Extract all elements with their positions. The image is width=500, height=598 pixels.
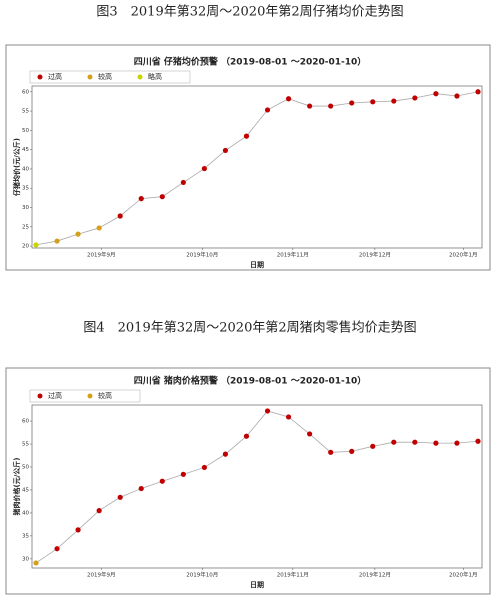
x-tick-label: 2020年1月 — [449, 251, 478, 259]
data-point — [454, 93, 460, 99]
chart-title: 四川省 猪肉价格预警 （2019-08-01 ～2020-01-10） — [134, 375, 367, 387]
data-point — [391, 439, 397, 445]
data-point — [75, 231, 81, 237]
data-point — [243, 433, 250, 439]
y-tick-label: 60 — [22, 89, 29, 95]
y-tick-label: 55 — [22, 109, 29, 115]
data-point — [370, 443, 376, 449]
legend-marker — [137, 74, 143, 80]
legend-marker — [37, 393, 43, 399]
x-tick-label: 2019年12月 — [359, 571, 391, 579]
x-tick-label: 2019年10月 — [186, 571, 218, 579]
figure-caption: 图3 2019年第32周～2020年第2周仔猪均价走势图 — [96, 4, 403, 20]
data-point — [349, 448, 355, 454]
data-point — [75, 527, 81, 533]
legend-marker — [87, 74, 93, 80]
data-point — [96, 508, 102, 514]
plot-area — [31, 85, 483, 249]
data-point — [243, 133, 250, 139]
data-point — [475, 89, 481, 95]
x-tick-label: 2020年1月 — [449, 571, 478, 579]
data-point — [159, 478, 165, 484]
data-point — [222, 147, 229, 154]
y-tick-label: 25 — [22, 224, 29, 230]
x-tick-label: 2019年9月 — [87, 251, 116, 259]
plot-area — [31, 404, 483, 569]
data-point — [201, 464, 207, 471]
y-tick-label: 30 — [22, 205, 29, 211]
legend-box — [29, 389, 141, 403]
data-point — [328, 449, 334, 455]
data-point — [54, 546, 60, 552]
data-point — [264, 408, 271, 414]
data-point — [54, 238, 60, 244]
x-axis-label: 日期 — [250, 260, 264, 269]
data-point — [307, 431, 313, 437]
data-point — [222, 451, 229, 457]
data-point — [433, 91, 439, 97]
data-point — [285, 414, 292, 420]
y-axis-label: 猪肉价格(元/公斤) — [12, 458, 21, 517]
chart-title: 四川省 仔猪均价预警 （2019-08-01 ～2020-01-10） — [134, 56, 367, 68]
data-point — [180, 179, 186, 186]
data-point — [201, 165, 207, 172]
y-tick-label: 45 — [22, 147, 29, 153]
y-tick-label: 30 — [22, 556, 29, 562]
legend-marker — [87, 393, 93, 399]
x-tick-label: 2019年9月 — [87, 571, 116, 579]
y-tick-label: 55 — [22, 442, 29, 448]
legend-box — [29, 70, 191, 84]
data-point — [307, 103, 313, 109]
y-tick-label: 35 — [22, 186, 29, 192]
data-point — [370, 99, 376, 105]
data-point — [117, 213, 123, 219]
line — [35, 91, 479, 246]
legend-label: 较高 — [98, 391, 112, 400]
data-point — [475, 438, 481, 444]
data-point — [412, 439, 418, 445]
data-point — [33, 242, 39, 248]
data-point — [138, 196, 144, 202]
x-axis-label: 日期 — [250, 580, 264, 589]
data-point — [349, 100, 355, 106]
x-tick-label: 2019年12月 — [359, 251, 391, 259]
chart-frame — [5, 367, 491, 595]
data-point — [454, 440, 460, 446]
y-tick-label: 45 — [22, 487, 29, 493]
y-tick-label: 20 — [22, 244, 29, 250]
legend-label: 较高 — [98, 72, 112, 81]
data-point — [96, 225, 102, 231]
data-point — [328, 103, 334, 109]
x-tick-label: 2019年11月 — [277, 251, 309, 259]
legend-marker — [37, 74, 43, 80]
y-tick-label: 40 — [22, 510, 29, 516]
y-axis-label: 仔猪均价(元/公斤) — [12, 138, 21, 196]
y-tick-label: 60 — [22, 419, 29, 425]
y-tick-label: 35 — [22, 533, 29, 539]
data-point — [138, 485, 144, 492]
legend-label: 过高 — [48, 391, 62, 400]
y-tick-label: 50 — [22, 128, 29, 134]
data-point — [433, 440, 439, 446]
data-point — [264, 107, 271, 113]
data-point — [412, 95, 418, 101]
x-tick-label: 2019年11月 — [277, 571, 309, 579]
data-point — [391, 98, 397, 104]
legend-label: 略高 — [148, 72, 162, 81]
y-tick-label: 40 — [22, 166, 29, 172]
data-point — [117, 494, 123, 500]
line — [35, 410, 479, 564]
x-tick-label: 2019年10月 — [186, 251, 218, 259]
data-point — [33, 560, 39, 566]
figure-caption: 图4 2019年第32周～2020年第2周猪肉零售均价走势图 — [83, 320, 416, 336]
data-point — [180, 471, 186, 477]
data-point — [159, 194, 165, 200]
legend-label: 过高 — [48, 72, 62, 81]
data-point — [285, 96, 292, 102]
y-tick-label: 50 — [22, 464, 29, 470]
